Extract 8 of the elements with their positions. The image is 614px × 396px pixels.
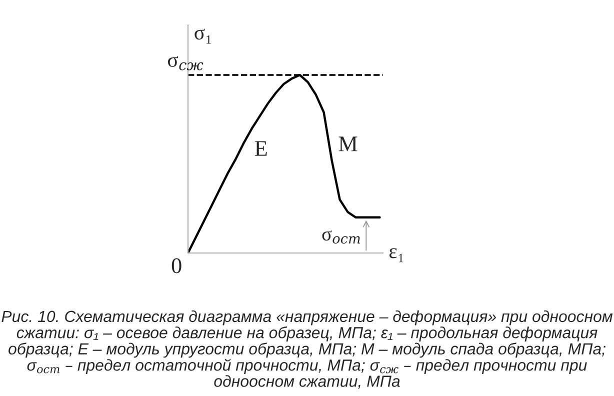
annotation: σ$_{ост}$ bbox=[322, 230, 360, 244]
annotation: E bbox=[254, 141, 267, 156]
annotation: M bbox=[338, 136, 358, 152]
text: Рис. 10. Схематическая диаграмма «напряжение – деформация» при одноосном сжатии: σ₁ – осевое давление на образец, МПа; ε₁ – продольная деформация образца; E – модуль упругости образца, МПа; M – модуль спада образца, МПа; σ$_{ост}$ – предел остаточной прочности, МПа; σ$_{сж}$ – предел прочности при одноосном сжатии, МПа bbox=[2, 310, 613, 389]
text: 0 bbox=[172, 258, 182, 274]
ref-line-label: σ$_{сж}$ bbox=[168, 56, 204, 70]
x-axis-title: ε₁ bbox=[389, 248, 404, 262]
y-axis-title: σ₁ bbox=[194, 28, 211, 44]
